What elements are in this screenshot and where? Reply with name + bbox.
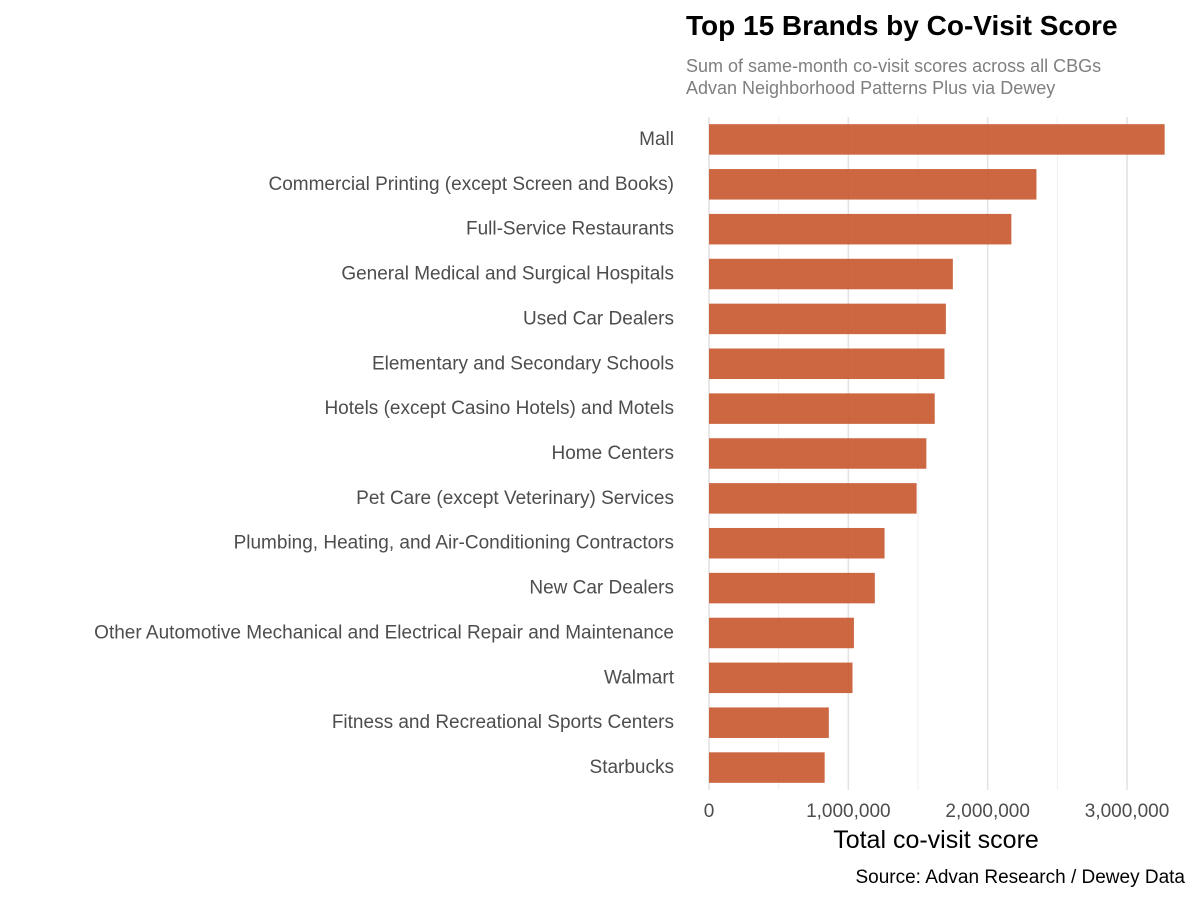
chart-subtitle-line-1: Sum of same-month co-visit scores across…: [686, 56, 1101, 76]
chart-title: Top 15 Brands by Co-Visit Score: [686, 10, 1118, 41]
bars: [709, 124, 1165, 783]
bar: [709, 752, 825, 783]
chart-caption: Source: Advan Research / Dewey Data: [855, 867, 1185, 888]
bar: [709, 707, 829, 738]
category-label: Hotels (except Casino Hotels) and Motels: [324, 398, 674, 419]
category-label: New Car Dealers: [529, 578, 674, 599]
category-labels: Mall Commercial Printing (except Screen a…: [94, 129, 675, 778]
bar: [709, 483, 917, 514]
x-tick-label: 1,000,000: [806, 801, 891, 822]
bar: [709, 617, 854, 649]
category-label: General Medical and Surgical Hospitals: [341, 264, 674, 285]
category-label: Commercial Printing (except Screen and B…: [268, 174, 674, 195]
category-label: Pet Care (except Veterinary) Services: [356, 488, 674, 509]
category-label: Plumbing, Heating, and Air-Conditioning …: [234, 533, 674, 554]
bar: [709, 393, 935, 424]
category-label: Mall: [639, 129, 674, 150]
category-label: Other Automotive Mechanical and Electric…: [94, 622, 674, 643]
bar: [709, 438, 927, 469]
bar: [709, 527, 885, 559]
bar: [709, 662, 853, 694]
chart-subtitle-line-2: Advan Neighborhood Patterns Plus via Dew…: [686, 78, 1055, 98]
bar: [709, 169, 1037, 200]
bar: [709, 572, 875, 604]
x-tick-label: 2,000,000: [945, 801, 1030, 822]
category-label: Elementary and Secondary Schools: [372, 353, 674, 374]
bar: [709, 348, 945, 380]
x-tick-labels: 0 1,000,000 2,000,000 3,000,000: [704, 801, 1170, 822]
category-label: Used Car Dealers: [523, 308, 674, 329]
category-label: Full-Service Restaurants: [466, 219, 674, 240]
bar: [709, 258, 953, 290]
category-label: Fitness and Recreational Sports Centers: [332, 712, 674, 733]
bar: [709, 124, 1165, 155]
x-tick-label: 3,000,000: [1085, 801, 1170, 822]
category-label: Home Centers: [552, 443, 675, 464]
bar: [709, 213, 1012, 245]
x-axis-label: Total co-visit score: [833, 826, 1039, 854]
category-label: Walmart: [604, 667, 675, 688]
bar: [709, 303, 946, 335]
x-tick-label: 0: [704, 801, 715, 822]
category-label: Starbucks: [590, 757, 674, 778]
